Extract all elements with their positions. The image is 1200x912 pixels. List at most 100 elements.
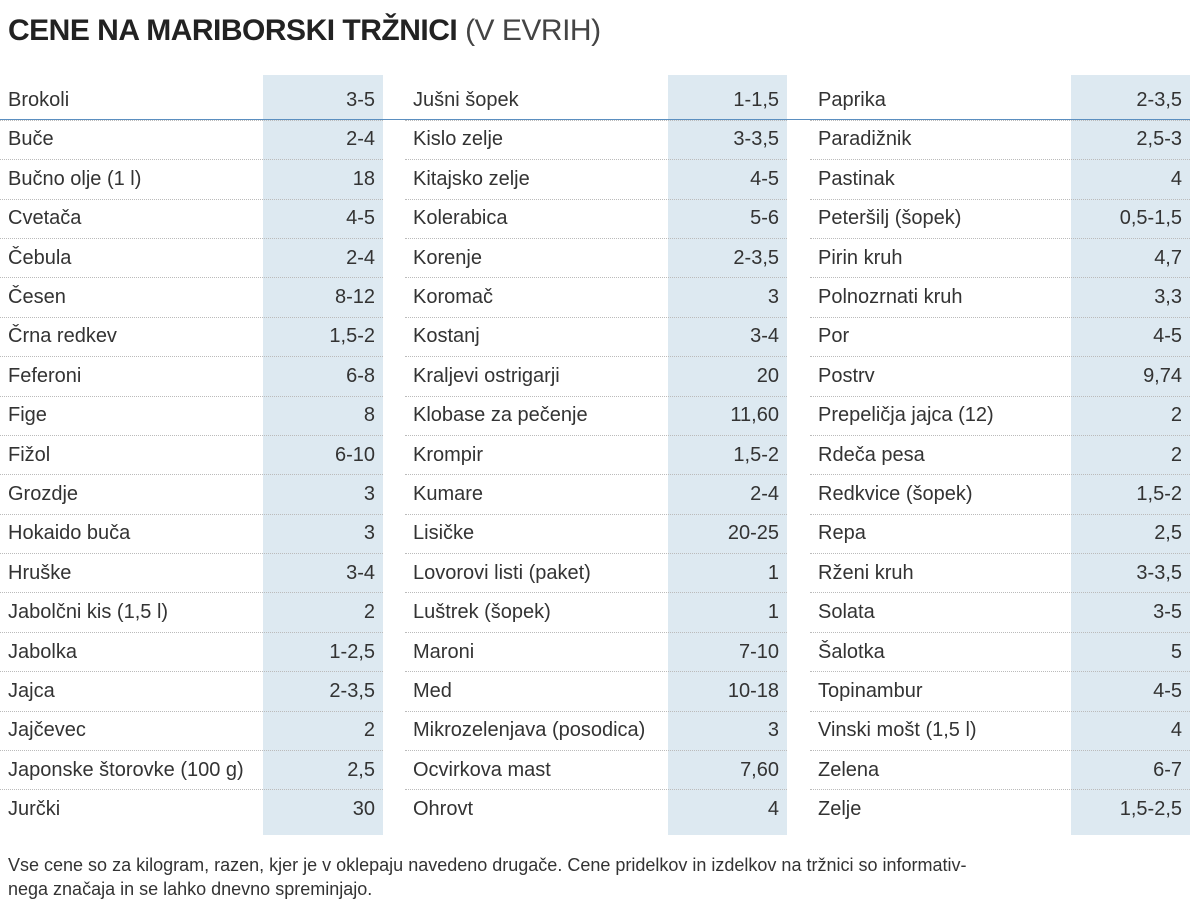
item-price: 30 <box>352 798 375 821</box>
item-price: 4-5 <box>346 207 375 230</box>
item-name: Jajčevec <box>8 719 86 742</box>
row-separator <box>405 632 787 633</box>
row-separator <box>405 277 787 278</box>
item-price: 3,3 <box>1154 286 1182 308</box>
item-name: Zelena <box>818 758 880 781</box>
item-price: 3 <box>363 522 375 545</box>
item-price: 3-3,5 <box>733 128 779 151</box>
item-price: 2 <box>363 719 375 742</box>
item-price: 1,5-2 <box>733 443 779 466</box>
row-separator <box>405 199 787 200</box>
row-separator <box>0 711 383 712</box>
item-name: Redkvice (šopek) <box>818 483 973 505</box>
item-price: 4 <box>767 798 779 821</box>
item-name: Kraljevi ostrigarji <box>413 364 560 387</box>
row-separator <box>810 671 1190 672</box>
row-separator <box>810 277 1190 278</box>
item-name: Korenje <box>413 246 482 269</box>
item-name: Repa <box>818 522 866 545</box>
row-separator <box>0 514 383 515</box>
item-price: 7-10 <box>738 640 779 663</box>
item-name: Zelje <box>818 798 862 821</box>
item-price: 3-4 <box>346 561 375 584</box>
footnote-line: nega značaja in se lahko dnevno spreminj… <box>8 879 373 899</box>
row-separator <box>0 199 383 200</box>
item-name: Fige <box>8 404 47 427</box>
item-price: 1,5-2,5 <box>1119 798 1182 821</box>
item-price: 3 <box>363 483 375 505</box>
item-name: Črna redkev <box>8 325 117 348</box>
row-separator <box>0 632 383 633</box>
item-name: Vinski mošt (1,5 l) <box>818 719 977 742</box>
item-name: Ocvirkova mast <box>413 758 551 781</box>
row-separator <box>405 789 787 790</box>
item-name: Japonske štorovke (100 g) <box>8 758 244 781</box>
item-name: Krompir <box>413 443 484 466</box>
item-name: Cvetača <box>8 207 82 230</box>
row-separator <box>810 553 1190 554</box>
item-price: 6-8 <box>346 364 375 387</box>
item-name: Fižol <box>8 443 51 466</box>
item-name: Grozdje <box>8 483 79 505</box>
row-separator <box>0 789 383 790</box>
item-price: 3-5 <box>346 89 375 111</box>
item-price: 20-25 <box>727 522 779 545</box>
item-price: 4 <box>1170 167 1182 190</box>
item-name: Kostanj <box>413 325 480 348</box>
item-name: Šalotka <box>818 640 885 663</box>
row-separator <box>405 592 787 593</box>
item-price: 8 <box>363 404 375 427</box>
item-price: 1-2,5 <box>329 640 375 663</box>
item-price: 3-3,5 <box>1136 561 1182 584</box>
row-separator <box>0 435 383 436</box>
item-name: Buče <box>8 128 54 151</box>
row-separator <box>405 514 787 515</box>
row-separator <box>405 159 787 160</box>
header-rule <box>0 119 1190 120</box>
item-name: Bučno olje (1 l) <box>8 167 142 190</box>
item-price: 4 <box>1170 719 1182 742</box>
item-name: Brokoli <box>8 89 70 111</box>
price-band <box>263 75 383 835</box>
item-price: 1 <box>767 561 779 584</box>
row-separator <box>405 238 787 239</box>
row-separator <box>0 592 383 593</box>
item-price: 7,60 <box>740 758 779 781</box>
item-price: 20 <box>756 364 779 387</box>
row-separator <box>405 474 787 475</box>
item-name: Ohrovt <box>413 798 474 821</box>
item-price: 6-7 <box>1153 758 1182 781</box>
row-separator <box>405 671 787 672</box>
row-separator <box>405 750 787 751</box>
row-separator <box>0 750 383 751</box>
row-separator <box>810 514 1190 515</box>
item-price: 2-3,5 <box>329 680 375 702</box>
item-price: 2 <box>1170 404 1182 427</box>
row-separator <box>405 396 787 397</box>
item-price: 18 <box>352 167 375 190</box>
item-price: 3 <box>767 719 779 742</box>
item-name: Maroni <box>413 640 475 663</box>
item-name: Por <box>818 325 850 348</box>
item-name: Rdeča pesa <box>818 443 925 466</box>
item-price: 1-1,5 <box>733 89 779 111</box>
item-price: 4-5 <box>1153 325 1182 348</box>
row-separator <box>405 356 787 357</box>
item-price: 9,74 <box>1143 364 1182 387</box>
row-separator <box>810 120 1190 121</box>
row-separator <box>810 159 1190 160</box>
row-separator <box>810 789 1190 790</box>
row-separator <box>405 317 787 318</box>
item-price: 3-5 <box>1153 601 1182 624</box>
item-price: 2,5 <box>1154 522 1182 545</box>
row-separator <box>405 435 787 436</box>
item-price: 2-3,5 <box>733 246 779 269</box>
row-separator <box>810 356 1190 357</box>
item-price: 4-5 <box>750 167 779 190</box>
item-price: 2-4 <box>346 128 375 151</box>
row-separator <box>810 396 1190 397</box>
row-separator <box>810 711 1190 712</box>
item-name: Jurčki <box>8 798 61 821</box>
row-separator <box>0 120 383 121</box>
